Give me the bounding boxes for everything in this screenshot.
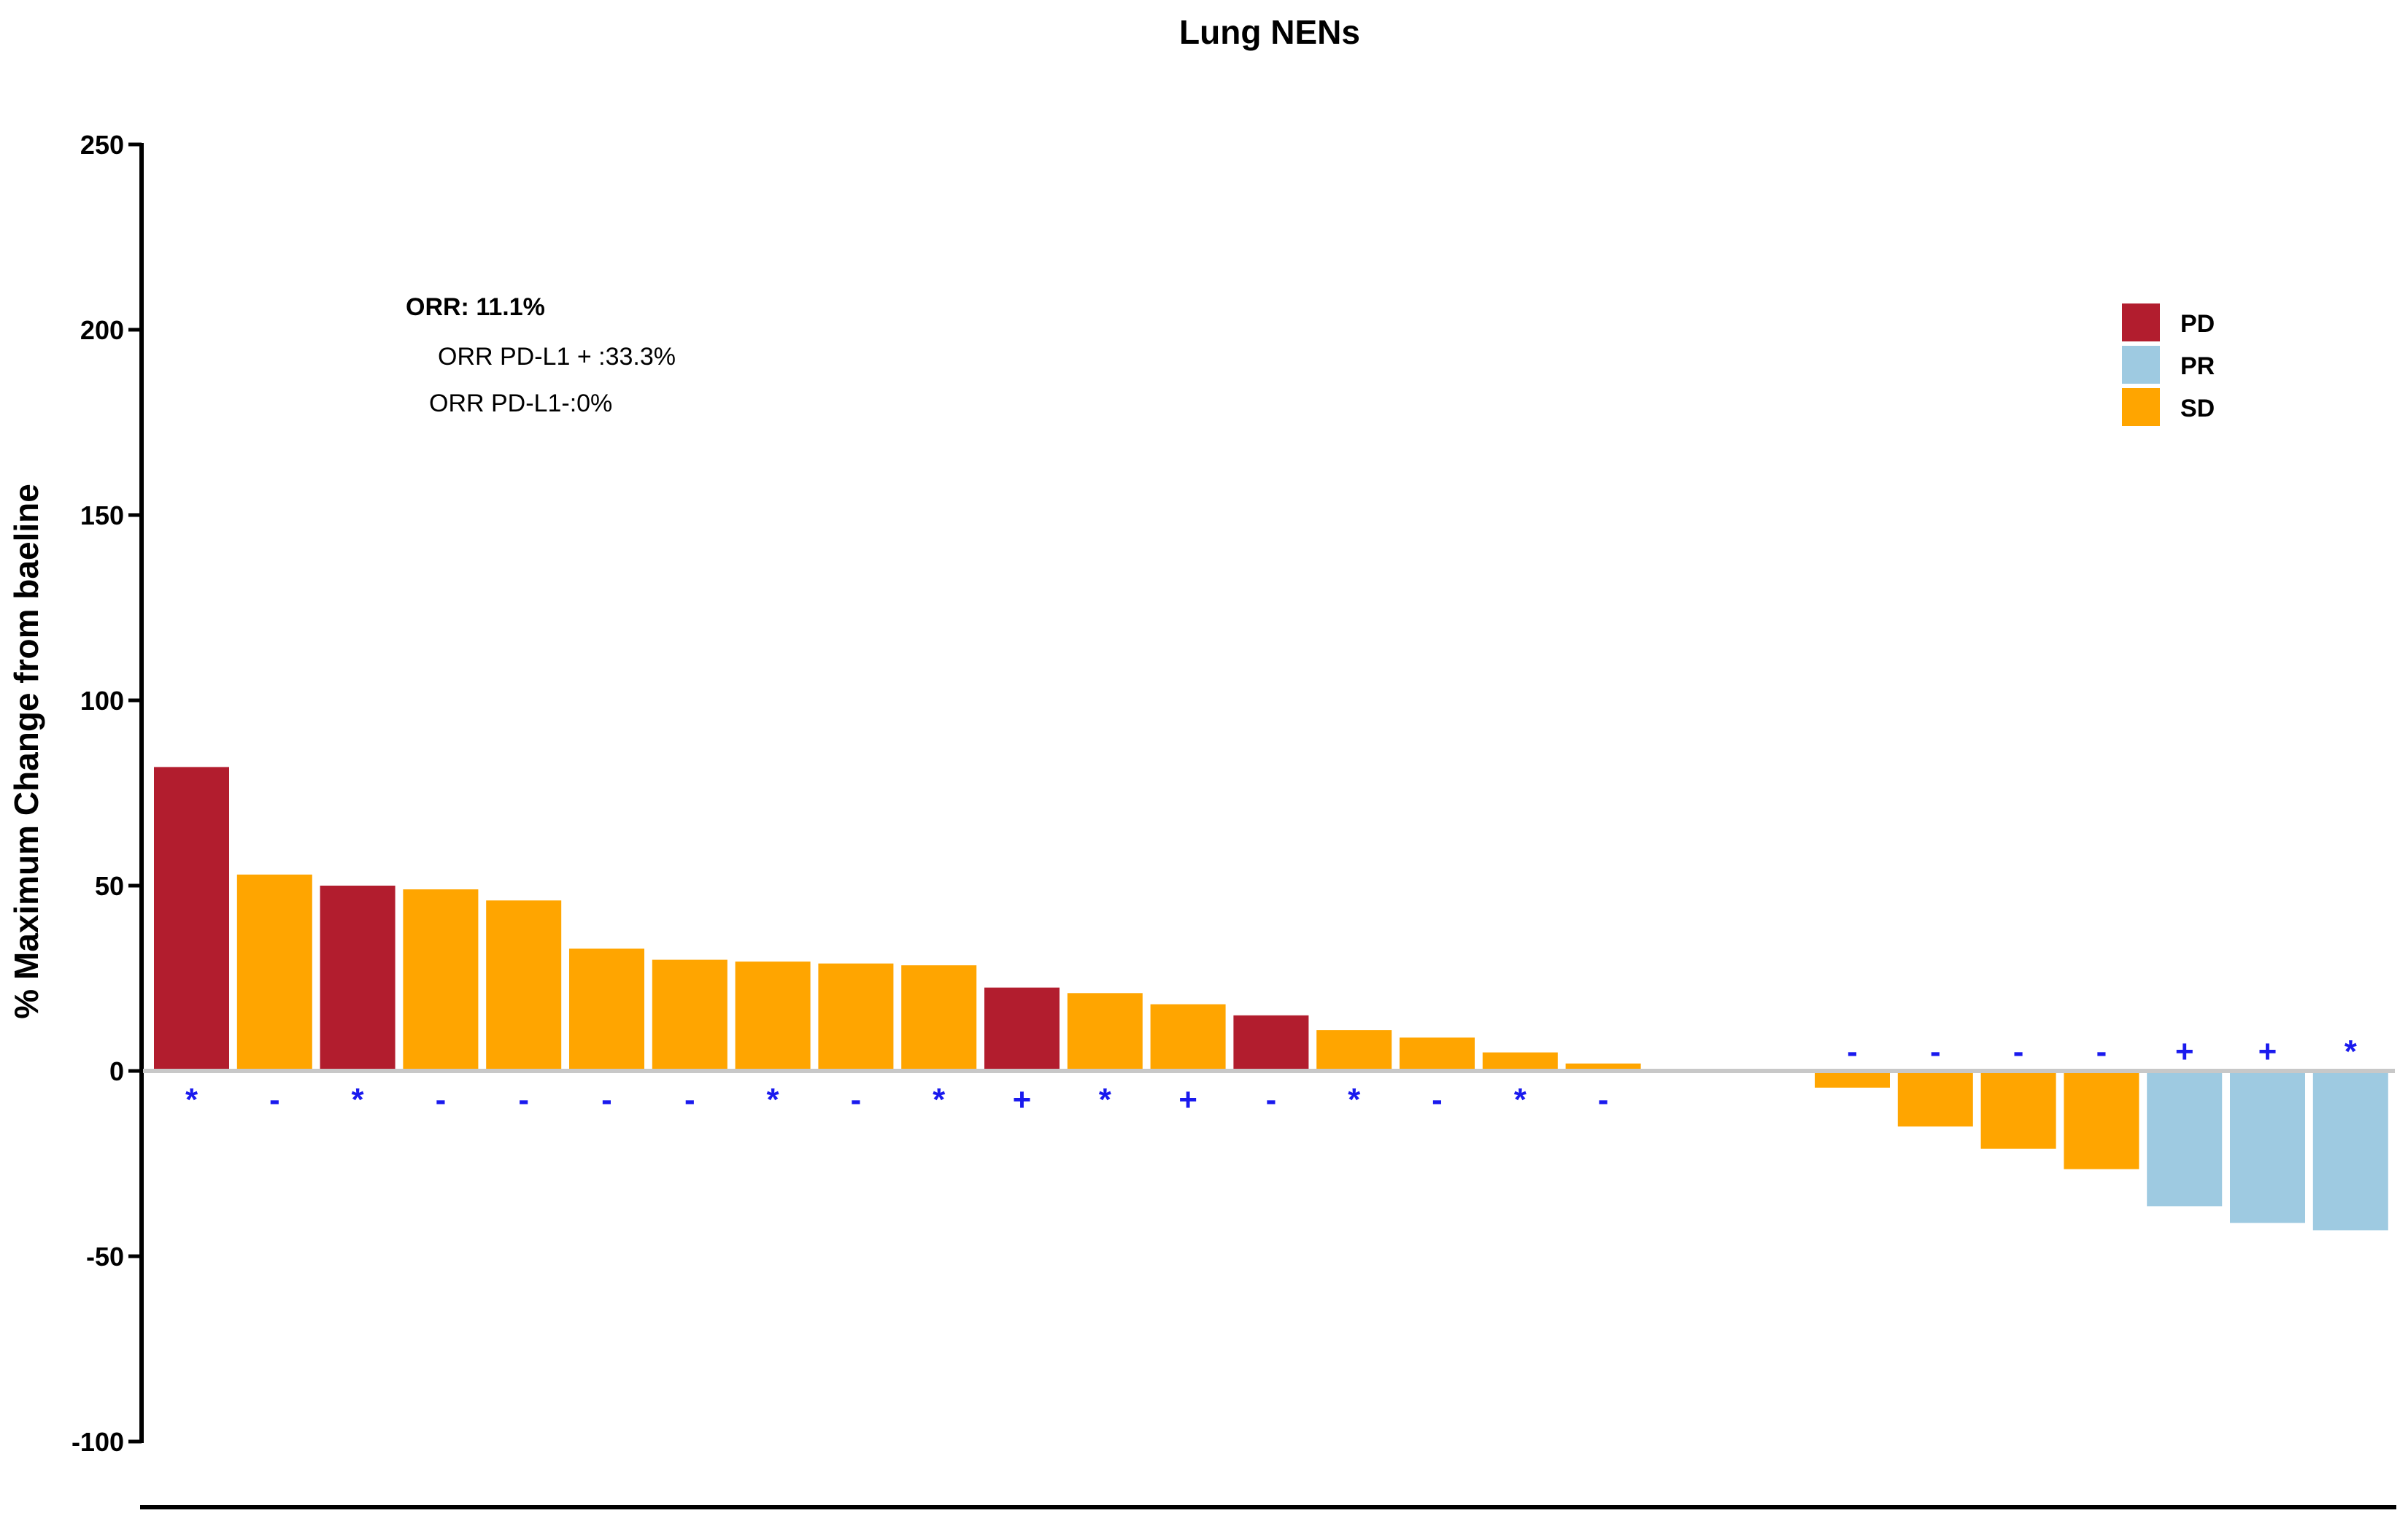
bar-pd bbox=[154, 767, 229, 1071]
y-tick-label: 0 bbox=[109, 1056, 124, 1086]
pdl1-marker: - bbox=[851, 1082, 862, 1118]
y-tick-label: -100 bbox=[72, 1427, 124, 1457]
legend-label-pr: PR bbox=[2180, 352, 2215, 380]
bar-sd bbox=[901, 965, 977, 1071]
annotation-orr-pdl1-positive: ORR PD-L1 + :33.3% bbox=[438, 343, 676, 371]
bar-sd bbox=[236, 874, 312, 1071]
bar-sd bbox=[818, 963, 894, 1071]
bar-sd bbox=[1067, 993, 1143, 1071]
annotation-orr: ORR: 11.1% bbox=[406, 293, 545, 321]
annotation-orr-pdl1-negative: ORR PD-L1-:0% bbox=[429, 390, 612, 417]
pdl1-marker: * bbox=[1099, 1082, 1112, 1118]
pdl1-marker: + bbox=[1178, 1082, 1197, 1118]
bar-sd bbox=[735, 962, 811, 1071]
y-axis-label: % Maximum Change from baeline bbox=[7, 484, 45, 1019]
y-tick-label: -50 bbox=[86, 1242, 124, 1272]
legend-swatch-pr bbox=[2122, 346, 2160, 384]
bar-sd bbox=[569, 948, 644, 1071]
bar-pr bbox=[2312, 1071, 2388, 1231]
pdl1-marker: * bbox=[185, 1082, 198, 1118]
bar-sd bbox=[1815, 1071, 1890, 1088]
pdl1-marker: * bbox=[933, 1082, 946, 1118]
pdl1-marker: - bbox=[518, 1082, 529, 1118]
y-tick-label: 150 bbox=[80, 500, 124, 530]
bar-sd bbox=[1316, 1030, 1392, 1071]
y-tick-label: 50 bbox=[95, 871, 124, 901]
y-tick-label: 200 bbox=[80, 315, 124, 345]
pdl1-marker: - bbox=[601, 1082, 612, 1118]
pdl1-marker: - bbox=[1598, 1082, 1609, 1118]
pdl1-marker: * bbox=[352, 1082, 365, 1118]
pdl1-marker: - bbox=[1266, 1082, 1277, 1118]
pdl1-marker: - bbox=[1930, 1034, 1941, 1069]
pdl1-marker: + bbox=[2258, 1034, 2277, 1069]
bar-sd bbox=[1400, 1037, 1475, 1071]
pdl1-markers: * - * - - - - * - * + * + - * - * - - - - - + + * bbox=[185, 1034, 2358, 1118]
bar-sd bbox=[1150, 1004, 1226, 1071]
bar-sd bbox=[486, 900, 562, 1071]
legend-label-sd: SD bbox=[2180, 395, 2215, 422]
chart-title: Lung NENs bbox=[1179, 13, 1360, 51]
pdl1-marker: - bbox=[2013, 1034, 2024, 1069]
pdl1-marker: * bbox=[1348, 1082, 1361, 1118]
pdl1-marker: + bbox=[2175, 1034, 2194, 1069]
bar-pr bbox=[2230, 1071, 2305, 1223]
y-tick-label: 250 bbox=[80, 130, 124, 160]
pdl1-marker: - bbox=[684, 1082, 695, 1118]
legend: PD PR SD bbox=[2122, 303, 2215, 426]
bar-sd bbox=[2064, 1071, 2139, 1169]
annotation-block: ORR: 11.1% ORR PD-L1 + :33.3% ORR PD-L1-… bbox=[406, 293, 676, 417]
legend-swatch-sd bbox=[2122, 388, 2160, 426]
pdl1-marker: * bbox=[2345, 1034, 2358, 1069]
bar-pd bbox=[984, 987, 1060, 1071]
pdl1-marker: * bbox=[767, 1082, 780, 1118]
bar-pr bbox=[2147, 1071, 2223, 1207]
legend-swatch-pd bbox=[2122, 303, 2160, 341]
bar-pd bbox=[1233, 1015, 1309, 1071]
legend-label-pd: PD bbox=[2180, 310, 2215, 338]
bar-sd bbox=[403, 889, 479, 1071]
pdl1-marker: - bbox=[436, 1082, 447, 1118]
pdl1-marker: + bbox=[1013, 1082, 1032, 1118]
pdl1-marker: - bbox=[1432, 1082, 1443, 1118]
bars bbox=[154, 767, 2388, 1231]
bar-sd bbox=[1897, 1071, 1973, 1127]
y-axis: -100 -50 0 50 100 150 200 250 bbox=[72, 130, 144, 1457]
bar-sd bbox=[1565, 1063, 1641, 1071]
pdl1-marker: - bbox=[2096, 1034, 2107, 1069]
pdl1-marker: * bbox=[1514, 1082, 1527, 1118]
pdl1-marker: - bbox=[269, 1082, 280, 1118]
y-tick-label: 100 bbox=[80, 686, 124, 716]
bar-sd bbox=[1980, 1071, 2056, 1149]
bar-sd bbox=[652, 959, 728, 1071]
bar-pd bbox=[320, 886, 395, 1071]
pdl1-marker: - bbox=[1847, 1034, 1858, 1069]
bar-sd bbox=[1482, 1052, 1558, 1071]
